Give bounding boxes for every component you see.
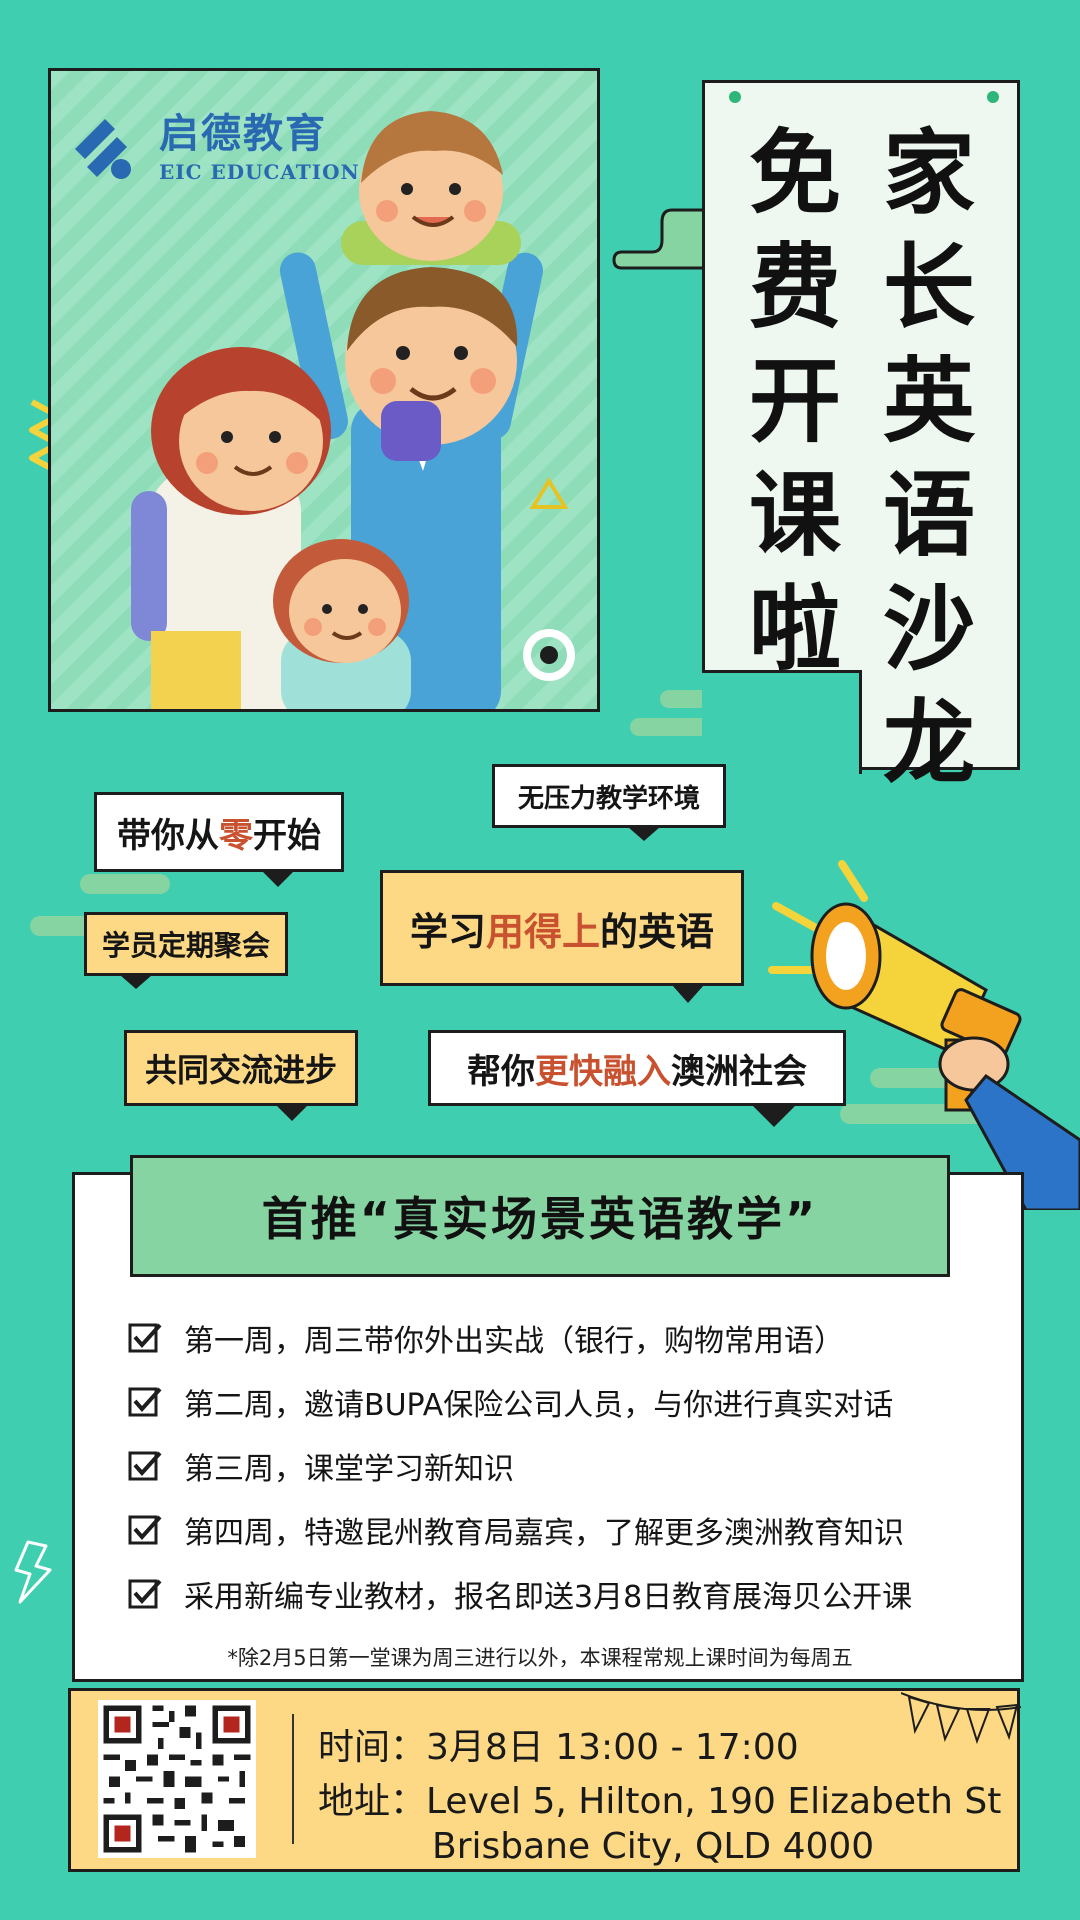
bubble-tail bbox=[628, 827, 660, 841]
logo-english-name: EIC EDUCATION bbox=[159, 160, 360, 184]
title-banner: 家长英语沙龙 免费开课啦 bbox=[702, 80, 1020, 797]
pipe-decoration-icon bbox=[612, 208, 702, 270]
bubble-tail bbox=[120, 975, 152, 989]
event-address-line-1: 地址：Level 5, Hilton, 190 Elizabeth St bbox=[318, 1781, 1002, 1822]
checkbox-icon bbox=[128, 1323, 162, 1353]
bubble-tail bbox=[262, 871, 294, 887]
title-line-1: 家长英语沙龙 bbox=[882, 120, 975, 797]
family-illustration: 启德教育 EIC EDUCATION bbox=[48, 68, 600, 712]
checkbox-icon bbox=[128, 1451, 162, 1481]
lightning-icon bbox=[14, 1540, 52, 1604]
checkbox-icon bbox=[128, 1579, 162, 1609]
course-item-4: 第四周，特邀昆州教育局嘉宾，了解更多澳洲教育知识 bbox=[128, 1508, 904, 1552]
bubble-tail bbox=[276, 1105, 308, 1121]
course-item-1: 第一周，周三带你外出实战（银行，购物常用语） bbox=[128, 1316, 844, 1360]
bubble-integrate: 帮你 更快融入 澳洲社会 bbox=[428, 1030, 846, 1106]
pin-dot-icon bbox=[987, 91, 999, 103]
family-cartoon bbox=[131, 111, 575, 709]
banner-notch bbox=[702, 670, 862, 780]
notch-edge bbox=[702, 670, 862, 673]
bunting-decoration-icon bbox=[901, 1692, 1021, 1745]
course-note: *除2月5日第一堂课为周三进行以外，本课程常规上课时间为每周五 bbox=[227, 1646, 853, 1670]
bubble-no-pressure: 无压力教学环境 bbox=[492, 764, 726, 828]
checkbox-icon bbox=[128, 1387, 162, 1417]
bubble-exchange: 共同交流进步 bbox=[124, 1030, 358, 1106]
logo-chinese-name: 启德教育 bbox=[159, 111, 327, 157]
bubble-tail bbox=[752, 1105, 796, 1127]
course-item-3: 第三周，课堂学习新知识 bbox=[128, 1444, 514, 1488]
notch-edge-v bbox=[859, 670, 862, 774]
title-line-2: 免费开课啦 bbox=[748, 120, 841, 683]
pin-dot-icon bbox=[729, 91, 741, 103]
event-address-line-2: Brisbane City, QLD 4000 bbox=[432, 1826, 875, 1867]
eic-logo: 启德教育 EIC EDUCATION bbox=[65, 109, 360, 189]
bubble-useful-english: 学习 用得上 的英语 bbox=[380, 870, 744, 986]
bubble-meetup: 学员定期聚会 bbox=[84, 912, 288, 976]
eic-logo-icon bbox=[75, 119, 131, 179]
course-heading: 首推“真实场景英语教学” bbox=[130, 1155, 950, 1277]
bubble-tail bbox=[672, 985, 704, 1003]
course-item-5: 采用新编专业教材，报名即送3月8日教育展海贝公开课 bbox=[128, 1572, 912, 1616]
event-time: 时间：3月8日 13:00 - 17:00 bbox=[318, 1727, 799, 1768]
bubble-start-from-zero: 带你从零开始 bbox=[94, 792, 344, 872]
checkbox-icon bbox=[128, 1515, 162, 1545]
course-item-2: 第二周，邀请BUPA保险公司人员，与你进行真实对话 bbox=[128, 1380, 893, 1424]
megaphone-icon bbox=[768, 860, 1080, 1210]
info-divider bbox=[292, 1714, 294, 1844]
qr-code-icon[interactable] bbox=[98, 1700, 256, 1858]
